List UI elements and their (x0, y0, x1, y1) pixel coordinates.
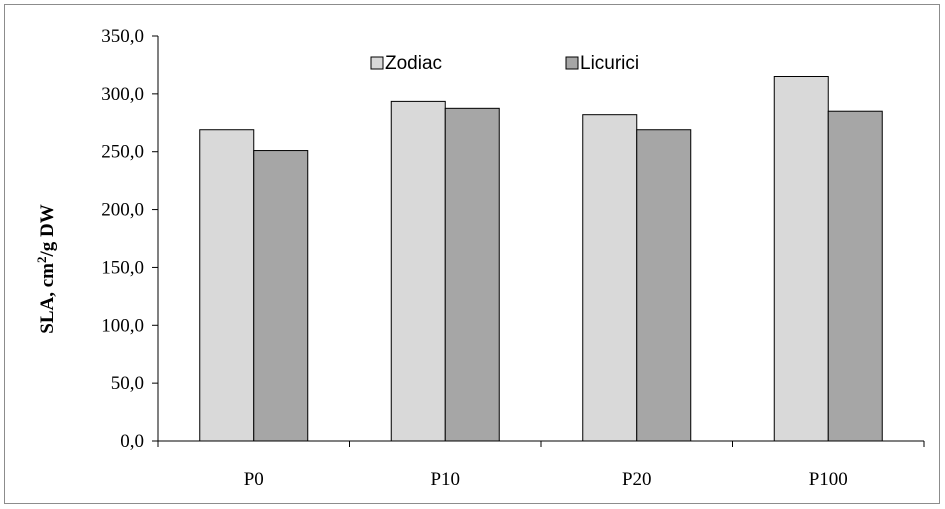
x-tick-label: P100 (809, 469, 848, 490)
x-tick-label: P0 (244, 469, 264, 490)
bars-group (199, 76, 883, 442)
y-tick-label: 50,0 (111, 373, 144, 394)
bar-licurici-p20 (636, 129, 692, 442)
bar-licurici-p10 (444, 107, 500, 442)
legend-swatch-licurici (565, 56, 579, 70)
y-axis-title: SLA, cm2/g DW (34, 204, 58, 333)
bar-zodiac-p10 (390, 100, 446, 442)
legend-label-licurici: Licurici (580, 53, 639, 74)
y-tick-label: 0,0 (120, 431, 144, 452)
x-ticks-group: P0 P10 P20 P100 (157, 441, 925, 490)
bar-licurici-p100 (827, 110, 883, 442)
legend: Zodiac Licurici (370, 53, 639, 74)
x-tick-label: P20 (622, 469, 652, 490)
y-axis-title-main: SLA, cm (37, 263, 58, 334)
legend-label-zodiac: Zodiac (385, 53, 442, 74)
y-axis-title-superscript: 2 (34, 257, 49, 264)
y-tick-label: 300,0 (101, 84, 144, 105)
bar-zodiac-p100 (773, 76, 829, 442)
y-tick-label: 100,0 (101, 315, 144, 336)
legend-swatch-zodiac (370, 56, 384, 70)
bar-zodiac-p0 (199, 129, 255, 442)
bar-zodiac-p20 (582, 114, 638, 442)
y-ticks-group: 0,0 50,0 100,0 150,0 200,0 250,0 300,0 350,0 (101, 26, 158, 452)
y-tick-label: 250,0 (101, 142, 144, 163)
y-tick-label: 350,0 (101, 26, 144, 47)
bar-licurici-p0 (253, 150, 309, 442)
y-tick-label: 150,0 (101, 257, 144, 278)
y-axis-title-rest: /g DW (37, 204, 58, 257)
x-tick-label: P10 (430, 469, 460, 490)
y-tick-label: 200,0 (101, 200, 144, 221)
